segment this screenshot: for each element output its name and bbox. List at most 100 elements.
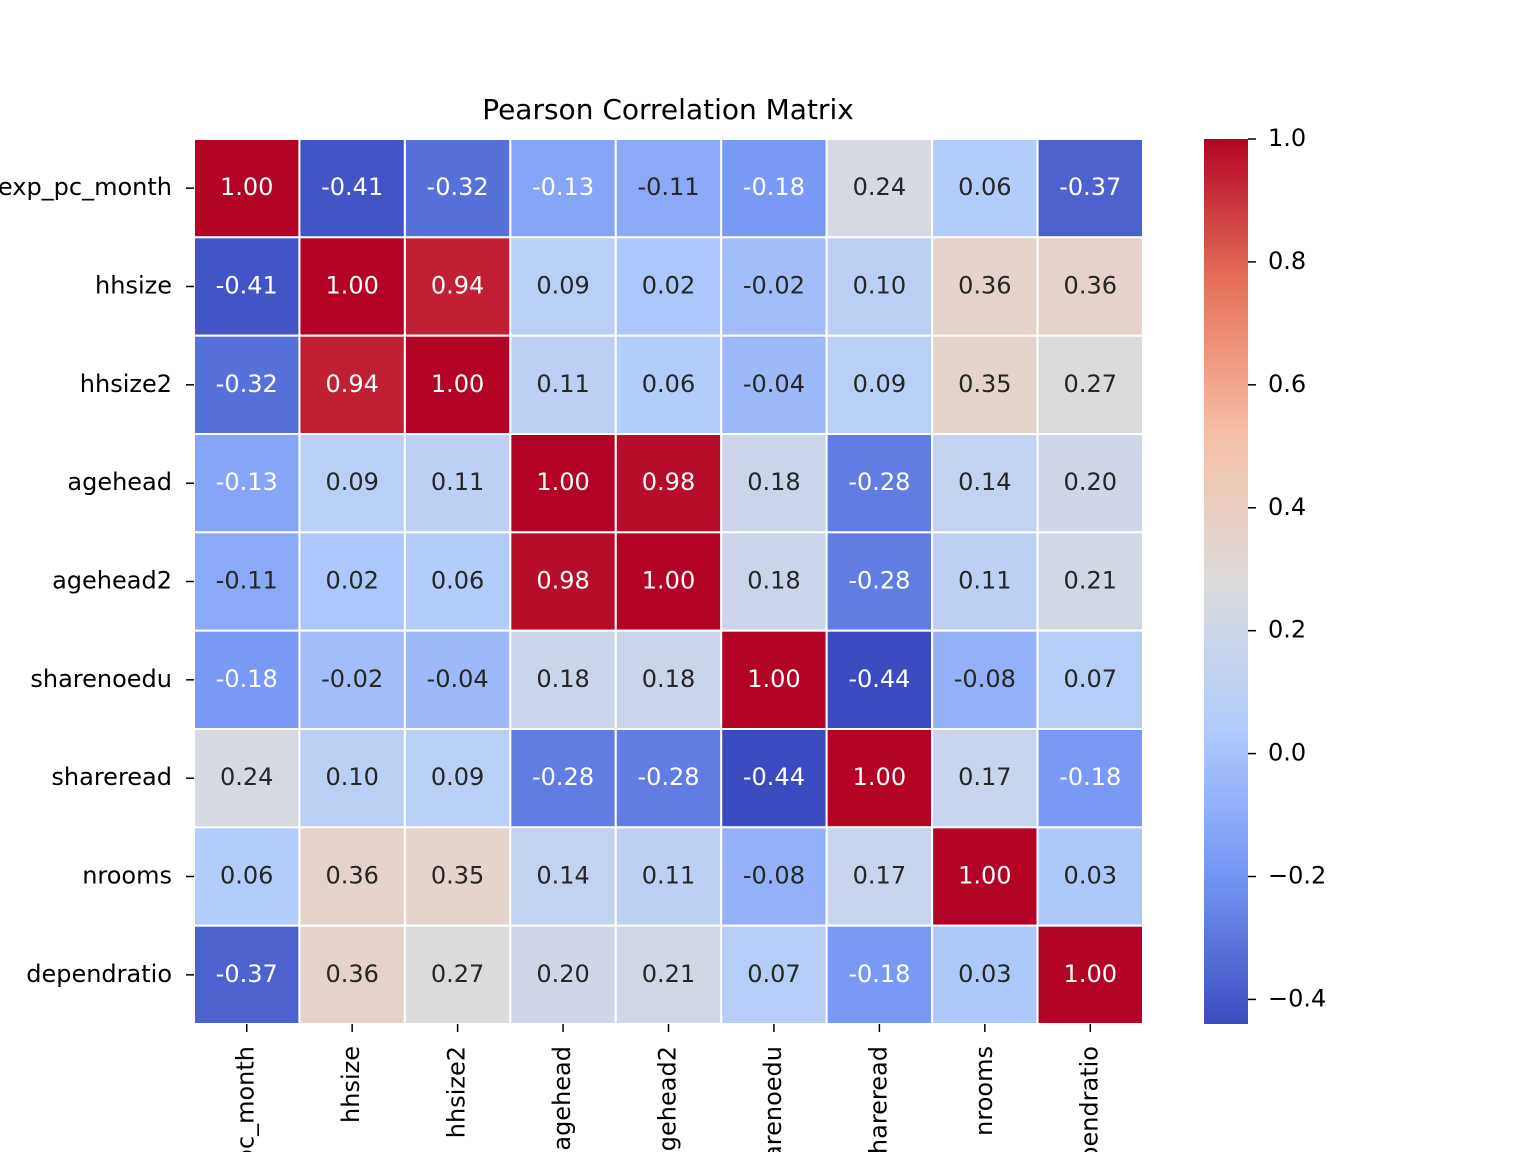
x-tick-label: shareread bbox=[864, 1046, 892, 1152]
cell-label: 0.10 bbox=[325, 763, 378, 791]
heatmap-cell bbox=[403, 236, 512, 337]
colorbar bbox=[1204, 139, 1248, 1024]
cell-label: 1.00 bbox=[431, 370, 484, 398]
y-tick-label: agehead bbox=[67, 468, 172, 496]
cell-label: 1.00 bbox=[958, 862, 1011, 890]
cell-label: 0.35 bbox=[958, 370, 1011, 398]
cell-label: 0.06 bbox=[958, 173, 1011, 201]
heatmap-cell bbox=[614, 236, 723, 337]
x-tick-label: agehead bbox=[548, 1046, 576, 1151]
heatmap-cell bbox=[509, 924, 617, 1026]
cell-label: 0.07 bbox=[1064, 665, 1117, 693]
heatmap-cell bbox=[614, 629, 723, 731]
y-tick-label: nrooms bbox=[82, 862, 172, 890]
heatmap-cell bbox=[825, 236, 934, 337]
cell-label: -0.41 bbox=[321, 173, 383, 201]
cell-label: 0.02 bbox=[642, 272, 695, 300]
cell-label: 0.02 bbox=[325, 567, 378, 595]
cell-label: 1.00 bbox=[1064, 960, 1117, 988]
y-tick-label: hhsize bbox=[95, 272, 172, 300]
cell-label: -0.28 bbox=[848, 567, 910, 595]
heatmap-cell bbox=[193, 138, 301, 239]
y-tick-label: exp_pc_month bbox=[0, 173, 172, 201]
cell-label: -0.44 bbox=[743, 763, 805, 791]
heatmap-cell bbox=[298, 433, 406, 534]
cell-label: 0.09 bbox=[431, 763, 484, 791]
cell-label: 0.24 bbox=[853, 173, 906, 201]
heatmap-cell bbox=[1036, 433, 1144, 534]
cell-label: -0.04 bbox=[427, 665, 489, 693]
cell-label: 0.03 bbox=[958, 960, 1011, 988]
cell-label: 0.20 bbox=[536, 960, 589, 988]
cell-label: 0.17 bbox=[853, 862, 906, 890]
heatmap-cell bbox=[1036, 531, 1144, 632]
heatmap-cell bbox=[298, 138, 406, 239]
cell-label: 0.18 bbox=[536, 665, 589, 693]
heatmap-cell bbox=[825, 531, 934, 632]
heatmap-cell bbox=[193, 236, 301, 337]
heatmap-cell bbox=[298, 924, 406, 1026]
heatmap-cell bbox=[614, 334, 723, 435]
heatmap-cell bbox=[403, 138, 512, 239]
cell-label: -0.18 bbox=[216, 665, 278, 693]
cell-label: 1.00 bbox=[325, 272, 378, 300]
cell-label: -0.13 bbox=[216, 468, 278, 496]
chart-title: Pearson Correlation Matrix bbox=[482, 93, 854, 126]
cell-label: 0.09 bbox=[853, 370, 906, 398]
colorbar-tick-label: −0.4 bbox=[1268, 984, 1326, 1012]
cell-label: 1.00 bbox=[853, 763, 906, 791]
cell-label: 0.03 bbox=[1064, 862, 1117, 890]
heatmap-cell bbox=[720, 826, 828, 927]
cell-label: -0.37 bbox=[1059, 173, 1121, 201]
heatmap-cell bbox=[1036, 826, 1144, 927]
cell-label: -0.08 bbox=[743, 862, 805, 890]
cell-label: 0.18 bbox=[747, 468, 800, 496]
cell-label: -0.08 bbox=[954, 665, 1016, 693]
cell-label: 0.11 bbox=[642, 862, 695, 890]
heatmap-cell bbox=[509, 629, 617, 731]
cell-label: -0.32 bbox=[427, 173, 489, 201]
x-tick-label: agehead2 bbox=[654, 1046, 682, 1152]
cell-label: 0.06 bbox=[220, 862, 273, 890]
heatmap-cell bbox=[1036, 236, 1144, 337]
heatmap-cell bbox=[193, 334, 301, 435]
heatmap-cell bbox=[298, 629, 406, 731]
cell-label: 0.10 bbox=[853, 272, 906, 300]
colorbar-tick-label: −0.2 bbox=[1268, 862, 1326, 890]
heatmap-cell bbox=[403, 826, 512, 927]
heatmap-cell bbox=[825, 728, 934, 829]
cell-label: 1.00 bbox=[220, 173, 273, 201]
heatmap-cell bbox=[931, 138, 1039, 239]
cell-label: 0.17 bbox=[958, 763, 1011, 791]
cell-label: 1.00 bbox=[747, 665, 800, 693]
cell-label: 0.20 bbox=[1064, 468, 1117, 496]
cell-label: -0.11 bbox=[637, 173, 699, 201]
cell-label: 0.27 bbox=[431, 960, 484, 988]
cell-label: -0.18 bbox=[1059, 763, 1121, 791]
heatmap-cell bbox=[403, 334, 512, 435]
heatmap-cell bbox=[193, 433, 301, 534]
cell-label: -0.02 bbox=[321, 665, 383, 693]
cell-label: 0.36 bbox=[1064, 272, 1117, 300]
cell-label: 0.24 bbox=[220, 763, 273, 791]
cell-label: 0.06 bbox=[642, 370, 695, 398]
x-tick-label: hhsize2 bbox=[443, 1046, 471, 1138]
heatmap-cell bbox=[403, 924, 512, 1026]
heatmap-cell bbox=[1036, 629, 1144, 731]
cell-label: -0.04 bbox=[743, 370, 805, 398]
cell-label: 0.11 bbox=[536, 370, 589, 398]
heatmap-cell bbox=[509, 433, 617, 534]
cell-label: 0.36 bbox=[325, 960, 378, 988]
cell-label: -0.28 bbox=[848, 468, 910, 496]
colorbar-tick-label: 1.0 bbox=[1268, 124, 1306, 152]
heatmap-cell bbox=[193, 826, 301, 927]
heatmap-cell bbox=[1036, 334, 1144, 435]
heatmap-cell bbox=[193, 531, 301, 632]
cell-label: -0.02 bbox=[743, 272, 805, 300]
cell-label: 0.94 bbox=[325, 370, 378, 398]
cell-label: 1.00 bbox=[642, 567, 695, 595]
x-tick-label: nrooms bbox=[970, 1046, 998, 1136]
y-tick-label: shareread bbox=[51, 763, 172, 791]
cell-label: 0.06 bbox=[431, 567, 484, 595]
cell-label: -0.41 bbox=[216, 272, 278, 300]
